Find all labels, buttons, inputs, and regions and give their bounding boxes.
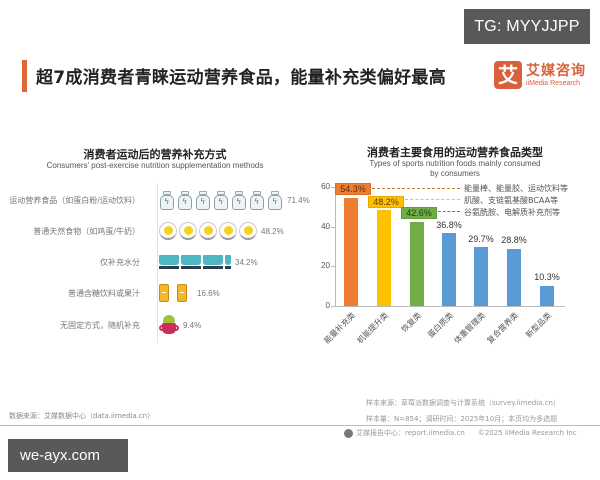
globe-icon: [344, 428, 353, 438]
protein-bottle-icon: ϟ: [177, 190, 193, 210]
subtitle-line-2: by consumers: [430, 169, 480, 178]
x-tick-label: 新型品类: [524, 310, 554, 340]
water-cup-icon: [181, 255, 201, 269]
y-tick: 0: [325, 301, 330, 310]
bar-compound: [507, 249, 521, 306]
y-tick-mark: [331, 266, 335, 267]
row-label: 普通天然食物（如鸡蛋/牛奶）: [33, 226, 140, 236]
bar-value-label: 29.7%: [468, 234, 494, 244]
egg-icon: [159, 222, 177, 240]
annotation-note: 谷氨酰胺、电解质补充剂等: [464, 208, 560, 217]
footer-credits: 艾媒报告中心：report.iimedia.cn ©2025 iiMedia R…: [344, 428, 577, 438]
watermark-top: TG: MYYJJPP: [464, 9, 590, 44]
y-tick-mark: [331, 227, 335, 228]
bar-weight: [474, 247, 488, 306]
y-tick: 40: [321, 222, 330, 231]
row-value: 48.2%: [261, 226, 284, 236]
water-cup-icon: [225, 255, 231, 269]
left-chart-row: 无固定方式，随机补充 9.4%: [0, 314, 201, 336]
x-tick-label: 复合营养类: [485, 310, 521, 346]
footer-divider: [0, 425, 600, 426]
bar-recovery: [410, 222, 424, 306]
right-chart-title: 消费者主要食用的运动营养食品类型: [367, 146, 543, 159]
logo: 艾 艾媒咨询 iiMedia Research: [494, 61, 586, 89]
left-chart-axis: [157, 183, 158, 343]
left-chart-row: 普通天然食物（如鸡蛋/牛奶） 48.2%: [0, 220, 284, 242]
bar-energy: [344, 198, 358, 306]
egg-icons: [159, 222, 257, 240]
row-value: 16.6%: [197, 288, 220, 298]
water-cup-icons: [159, 255, 231, 269]
bar-value-label: 48.2%: [368, 196, 404, 208]
egg-icon: [199, 222, 217, 240]
row-value: 71.4%: [287, 195, 310, 205]
annotation-leader-line: [438, 211, 460, 212]
sample-source: 样本来源：草莓派数据调查与计算系统（survey.iimedia.cn）: [366, 399, 560, 407]
protein-bottle-icon: ϟ: [249, 190, 265, 210]
drink-can-icons: [159, 284, 193, 302]
x-tick-label: 机能提升类: [355, 310, 391, 346]
annotation-note: 能量棒、能量胶、运动饮料等: [464, 184, 568, 193]
watermark-bottom: we-ayx.com: [8, 439, 128, 472]
row-label: 仅补充水分: [100, 257, 140, 267]
protein-bottle-icons: ϟ ϟ ϟ ϟ ϟ ϟ ϟ: [159, 190, 283, 210]
y-tick-mark: [331, 306, 335, 307]
right-chart-subtitle: Types of sports nutrition foods mainly c…: [310, 159, 600, 179]
left-chart-row: 仅补充水分 34.2%: [0, 251, 258, 273]
data-source: 数据来源：艾媒数据中心（data.iimedia.cn）: [9, 412, 155, 420]
left-chart-title: 消费者运动后的营养补充方式: [83, 148, 227, 161]
row-value: 34.2%: [235, 257, 258, 267]
copyright: ©2025 iiMedia Research Inc: [477, 429, 577, 437]
mug-icons: [159, 315, 179, 335]
subtitle-line-1: Types of sports nutrition foods mainly c…: [369, 159, 541, 168]
y-tick-mark: [331, 187, 335, 188]
mug-icon: [159, 315, 179, 335]
row-label: 运动营养食品（如蛋白粉/运动饮料）: [9, 195, 140, 205]
annotation-leader-line: [372, 188, 460, 189]
bar-value-label: 42.6%: [401, 207, 437, 219]
x-tick-label: 能量补充类: [322, 310, 358, 346]
row-label: 普通含糖饮料或果汁: [68, 288, 140, 298]
x-tick-label: 恢复类: [399, 310, 424, 335]
report-center-link[interactable]: 艾媒报告中心：report.iimedia.cn: [356, 429, 465, 437]
left-chart-subtitle: Consumers' post-exercise nutrition suppl…: [46, 161, 264, 170]
bar-value-label: 28.8%: [501, 235, 527, 245]
left-chart-row: 普通含糖饮料或果汁 16.6%: [0, 282, 220, 304]
water-cup-icon: [159, 255, 179, 269]
egg-icon: [239, 222, 257, 240]
y-axis: [335, 187, 336, 307]
left-chart-row: 运动营养食品（如蛋白粉/运动饮料） ϟ ϟ ϟ ϟ ϟ ϟ ϟ 71.4%: [0, 189, 310, 211]
x-axis: [335, 306, 565, 307]
bar-performance: [377, 210, 391, 306]
bar-value-label: 36.8%: [436, 220, 462, 230]
protein-bottle-icon: ϟ: [159, 190, 175, 210]
protein-bottle-icon: ϟ: [195, 190, 211, 210]
title-accent-bar: [22, 60, 27, 92]
bar-new: [540, 286, 554, 306]
protein-bottle-icon: ϟ: [231, 190, 247, 210]
annotation-note: 肌酸、支链氨基酸BCAA等: [464, 196, 559, 205]
egg-icon: [219, 222, 237, 240]
y-tick: 20: [321, 261, 330, 270]
annotation-leader-line: [405, 199, 460, 200]
logo-cn: 艾媒咨询: [526, 62, 586, 79]
y-tick: 60: [321, 182, 330, 191]
page-title: 超7成消费者青睐运动营养食品，能量补充类偏好最高: [36, 68, 447, 88]
x-tick-label: 蛋白质类: [426, 310, 456, 340]
bar-value-label: 54.3%: [335, 183, 371, 195]
drink-can-icon: [177, 284, 187, 302]
drink-can-icon: [159, 284, 169, 302]
logo-mark-icon: 艾: [494, 61, 522, 89]
protein-bottle-icon: ϟ: [267, 190, 283, 210]
bar-value-label: 10.3%: [534, 272, 560, 282]
water-cup-icon: [203, 255, 223, 269]
row-value: 9.4%: [183, 320, 202, 330]
protein-bottle-icon: ϟ: [213, 190, 229, 210]
logo-en: iiMedia Research: [526, 79, 581, 87]
sample-size: 样本量：N=854；调研时间：2025年10月；本页均为多选题: [366, 415, 558, 423]
egg-icon: [179, 222, 197, 240]
x-tick-label: 体重管理类: [452, 310, 488, 346]
bar-protein: [442, 233, 456, 306]
row-label: 无固定方式，随机补充: [60, 320, 140, 330]
